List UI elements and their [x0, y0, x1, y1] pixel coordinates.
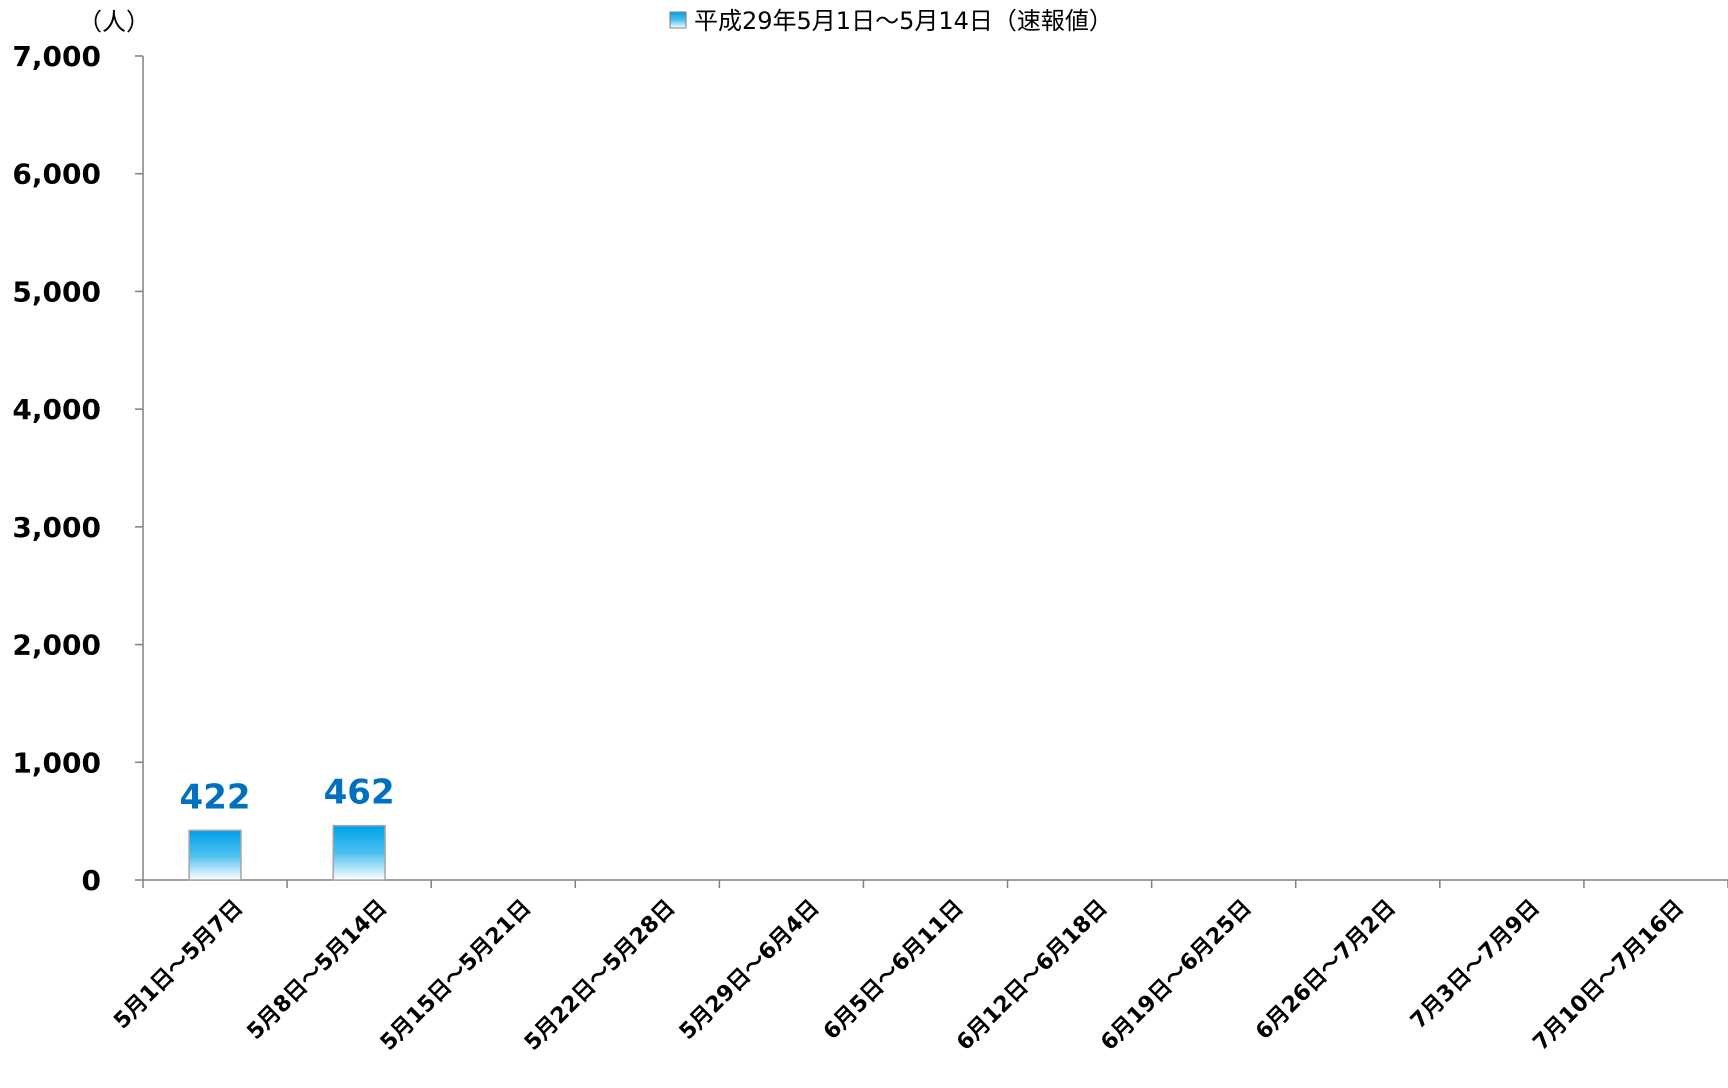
- y-tick-label: 0: [82, 864, 101, 897]
- legend-swatch: [669, 11, 687, 29]
- bar-series: [188, 824, 386, 881]
- data-label: 422: [180, 777, 251, 817]
- x-category-label: 6月26日～7月2日: [1251, 895, 1401, 1045]
- legend-series-label: 平成29年5月1日～5月14日（速報値）: [694, 7, 1113, 35]
- y-unit-label: （人）: [78, 8, 150, 36]
- data-labels: 422 462: [180, 773, 395, 818]
- x-category-label: 6月12日～6月18日: [952, 895, 1112, 1055]
- x-category-label: 7月3日～7月9日: [1406, 895, 1545, 1034]
- category-labels: 5月1日～5月7日5月8日～5月14日5月15日～5月21日5月22日～5月28…: [109, 895, 1689, 1055]
- x-category-label: 5月15日～5月21日: [376, 895, 536, 1055]
- bar: [188, 829, 242, 881]
- y-tick-label: 3,000: [12, 511, 101, 544]
- y-tick-label: 1,000: [12, 746, 101, 779]
- y-tick-label: 4,000: [12, 393, 101, 426]
- x-axis-ticks: [142, 880, 1728, 888]
- x-category-label: 6月5日～6月11日: [819, 895, 969, 1045]
- x-category-label: 5月22日～5月28日: [520, 895, 680, 1055]
- x-category-label: 5月29日～6月4日: [675, 895, 825, 1045]
- y-axis-ticks: 0 1,000 2,000 3,000 4,000 5,000 6,000 7,000: [12, 40, 143, 897]
- bar: [332, 824, 386, 881]
- y-tick-label: 6,000: [12, 158, 101, 191]
- data-label: 462: [324, 773, 395, 813]
- y-tick-label: 5,000: [12, 275, 101, 308]
- x-category-label: 7月10日～7月16日: [1529, 895, 1689, 1055]
- y-tick-label: 2,000: [12, 629, 101, 662]
- x-category-label: 5月1日～5月7日: [109, 895, 248, 1034]
- x-category-label: 6月19日～6月25日: [1096, 895, 1256, 1055]
- legend: 平成29年5月1日～5月14日（速報値）: [669, 7, 1113, 35]
- x-category-label: 5月8日～5月14日: [243, 895, 393, 1045]
- y-tick-label: 7,000: [12, 40, 101, 73]
